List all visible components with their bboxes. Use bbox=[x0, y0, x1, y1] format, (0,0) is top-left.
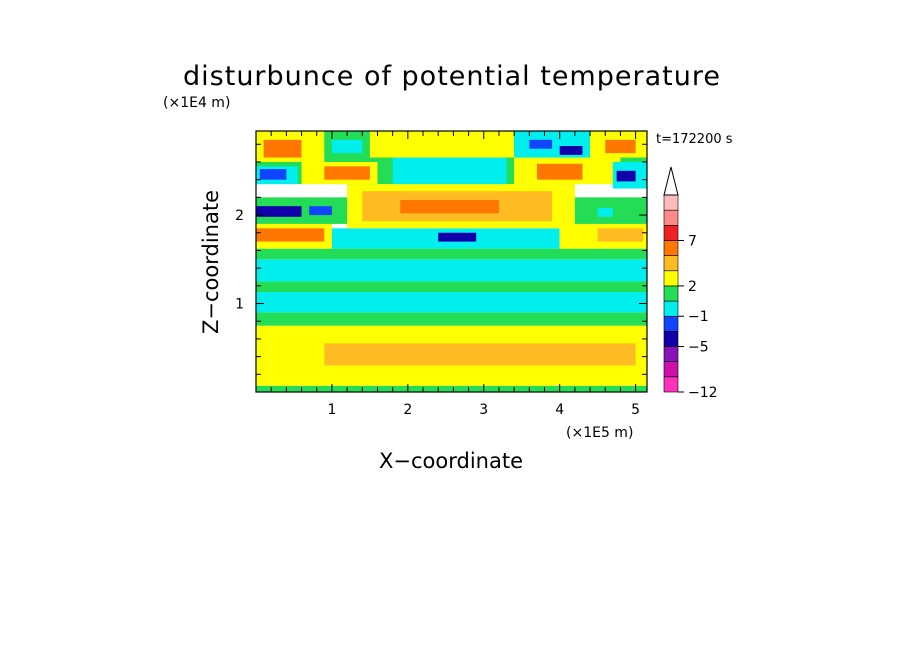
x-tick-label: 3 bbox=[479, 402, 488, 418]
colorbar-swatch bbox=[663, 209, 679, 226]
y-tick-label: 2 bbox=[235, 208, 244, 224]
plot-frame bbox=[255, 130, 648, 393]
colorbar-label: −5 bbox=[688, 340, 709, 356]
colorbar-swatch bbox=[663, 285, 679, 302]
colorbar-label: −12 bbox=[688, 385, 718, 401]
contour-region bbox=[331, 139, 363, 154]
colorbar-label: 7 bbox=[688, 233, 697, 249]
x-axis-unit: (×1E5 m) bbox=[566, 425, 633, 441]
colorbar-swatch bbox=[663, 376, 679, 393]
colorbar-swatch bbox=[663, 331, 679, 347]
colorbar-swatch bbox=[663, 346, 679, 362]
contour-region bbox=[256, 281, 647, 293]
contour-region bbox=[324, 343, 636, 366]
colorbar-swatch bbox=[663, 194, 679, 211]
contour-region bbox=[324, 166, 370, 180]
colorbar-swatch bbox=[663, 240, 679, 256]
colorbar-swatch bbox=[663, 270, 679, 287]
x-tick-label: 4 bbox=[555, 402, 564, 418]
colorbar-swatch bbox=[663, 361, 679, 378]
colorbar-swatch bbox=[663, 315, 679, 332]
contour-field bbox=[256, 131, 647, 392]
contour-region bbox=[597, 228, 644, 242]
contour-region bbox=[263, 139, 302, 158]
contour-region bbox=[309, 206, 332, 216]
x-tick-label: 5 bbox=[631, 402, 640, 418]
colorbar-swatch bbox=[663, 300, 679, 317]
contour-region bbox=[597, 207, 613, 217]
colorbar-extend-arrow bbox=[663, 166, 679, 196]
colorbar: −12−5−127 bbox=[663, 166, 718, 401]
contour-region bbox=[256, 385, 647, 392]
contour-region bbox=[256, 259, 647, 282]
contour-region bbox=[400, 200, 499, 214]
contour-region bbox=[256, 292, 647, 313]
contour-region bbox=[529, 139, 553, 149]
colorbar-label: 2 bbox=[688, 279, 697, 295]
y-axis-title: Z−coordinate bbox=[199, 190, 223, 334]
contour-region bbox=[616, 170, 636, 182]
y-axis-unit: (×1E4 m) bbox=[163, 95, 230, 111]
contour-region bbox=[256, 228, 325, 242]
contour-region bbox=[256, 206, 302, 217]
axis-ticks: 1 2 3 4 5 1 2 bbox=[235, 131, 647, 418]
contour-region bbox=[605, 139, 636, 154]
contour-region bbox=[559, 146, 583, 155]
y-tick-label: 1 bbox=[235, 297, 244, 313]
contour-region bbox=[259, 169, 287, 180]
contour-region bbox=[256, 248, 647, 260]
colorbar-swatch bbox=[663, 255, 679, 272]
x-axis-title: X−coordinate bbox=[379, 449, 523, 473]
contour-region bbox=[438, 232, 477, 242]
x-tick-label: 1 bbox=[327, 402, 336, 418]
contour-region bbox=[392, 157, 507, 185]
colorbar-swatch bbox=[663, 225, 679, 241]
time-label: t=172200 s bbox=[656, 132, 733, 147]
x-tick-label: 2 bbox=[403, 402, 412, 418]
contour-region bbox=[256, 312, 647, 326]
contour-region bbox=[369, 131, 515, 158]
contour-region bbox=[536, 163, 583, 180]
colorbar-label: −1 bbox=[688, 309, 709, 325]
chart-title: disturbunce of potential temperature bbox=[183, 61, 721, 92]
